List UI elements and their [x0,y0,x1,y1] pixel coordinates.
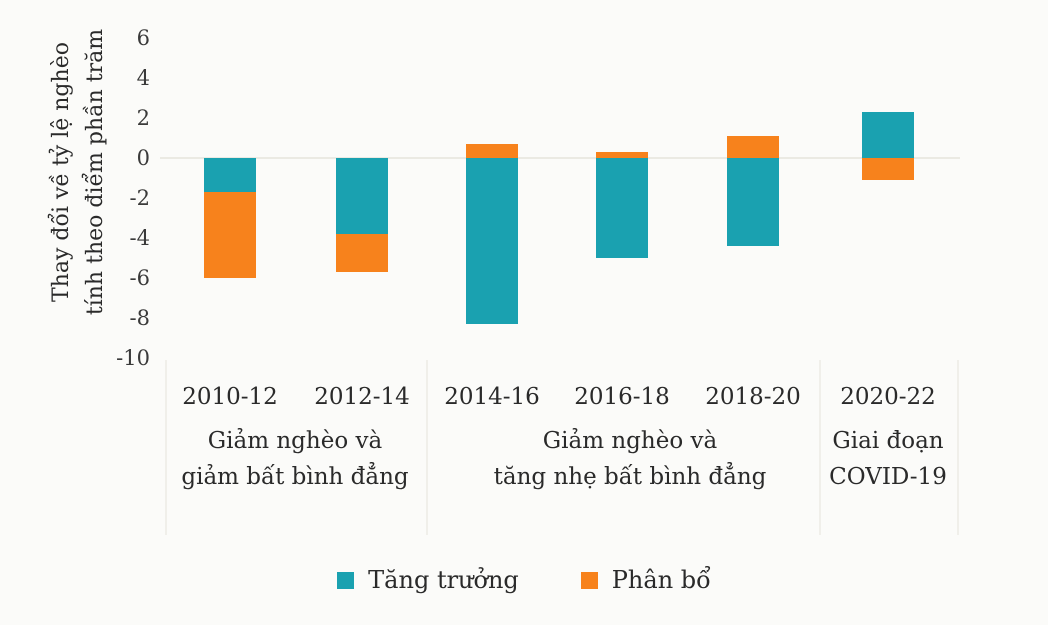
legend: Tăng trưởng Phân bổ [0,566,1048,594]
y-tick-label: -2 [130,186,150,210]
bar-distribution [727,136,779,158]
y-tick-label: -4 [130,226,150,250]
legend-item-distribution: Phân bổ [580,566,711,594]
group-label-line: giảm bất bình đẳng [181,462,409,490]
group-label-line: tăng nhẹ bất bình đẳng [494,462,767,490]
bar-growth [466,158,518,324]
bar-distribution [862,158,914,180]
bar-distribution [596,152,648,158]
legend-label-distribution: Phân bổ [611,566,711,594]
bar-growth [727,158,779,246]
x-tick-label: 2016-18 [574,384,670,410]
y-tick-label: 2 [137,106,150,130]
group-dividers [165,360,959,535]
group-label-line: COVID-19 [829,464,947,490]
group-label-line: Giai đoạn [832,428,943,454]
legend-label-growth: Tăng trưởng [368,566,519,594]
group-label-line: Giảm nghèo và [543,428,718,454]
group-labels: Giảm nghèo và giảm bất bình đẳng Giảm nghè… [181,428,946,490]
x-tick-label: 2018-20 [705,384,801,410]
y-tick-label: -10 [116,346,150,370]
y-tick-label: -6 [130,266,150,290]
y-tick-label: 6 [137,26,150,50]
x-tick-label: 2012-14 [314,384,410,410]
y-axis-title: Thay đổi về tỷ lệ nghèo tính theo điểm ph… [46,29,108,315]
y-axis-ticks: 6 4 2 0 -2 -4 -6 -8 -10 [116,26,150,370]
x-tick-label: 2010-12 [182,384,278,410]
legend-swatch-distribution [580,571,598,589]
bar-growth [204,158,256,192]
legend-item-growth: Tăng trưởng [337,566,519,594]
bar-distribution [204,192,256,278]
x-tick-label: 2020-22 [840,384,936,410]
y-axis-title-line: Thay đổi về tỷ lệ nghèo [46,42,74,302]
x-tick-label: 2014-16 [444,384,540,410]
group-label-line: Giảm nghèo và [208,428,383,454]
category-labels: 2010-12 2012-14 2014-16 2016-18 2018-20 2020-… [182,384,936,410]
bar-distribution [336,234,388,272]
y-axis-title-line: tính theo điểm phần trăm [80,29,108,315]
legend-swatch-growth [337,571,355,589]
bar-growth [336,158,388,234]
y-tick-label: 0 [137,146,150,170]
bar-distribution [466,144,518,158]
bar-growth [596,158,648,258]
y-tick-label: 4 [137,66,150,90]
y-tick-label: -8 [130,306,150,330]
bar-growth [862,112,914,158]
bars [204,112,914,324]
